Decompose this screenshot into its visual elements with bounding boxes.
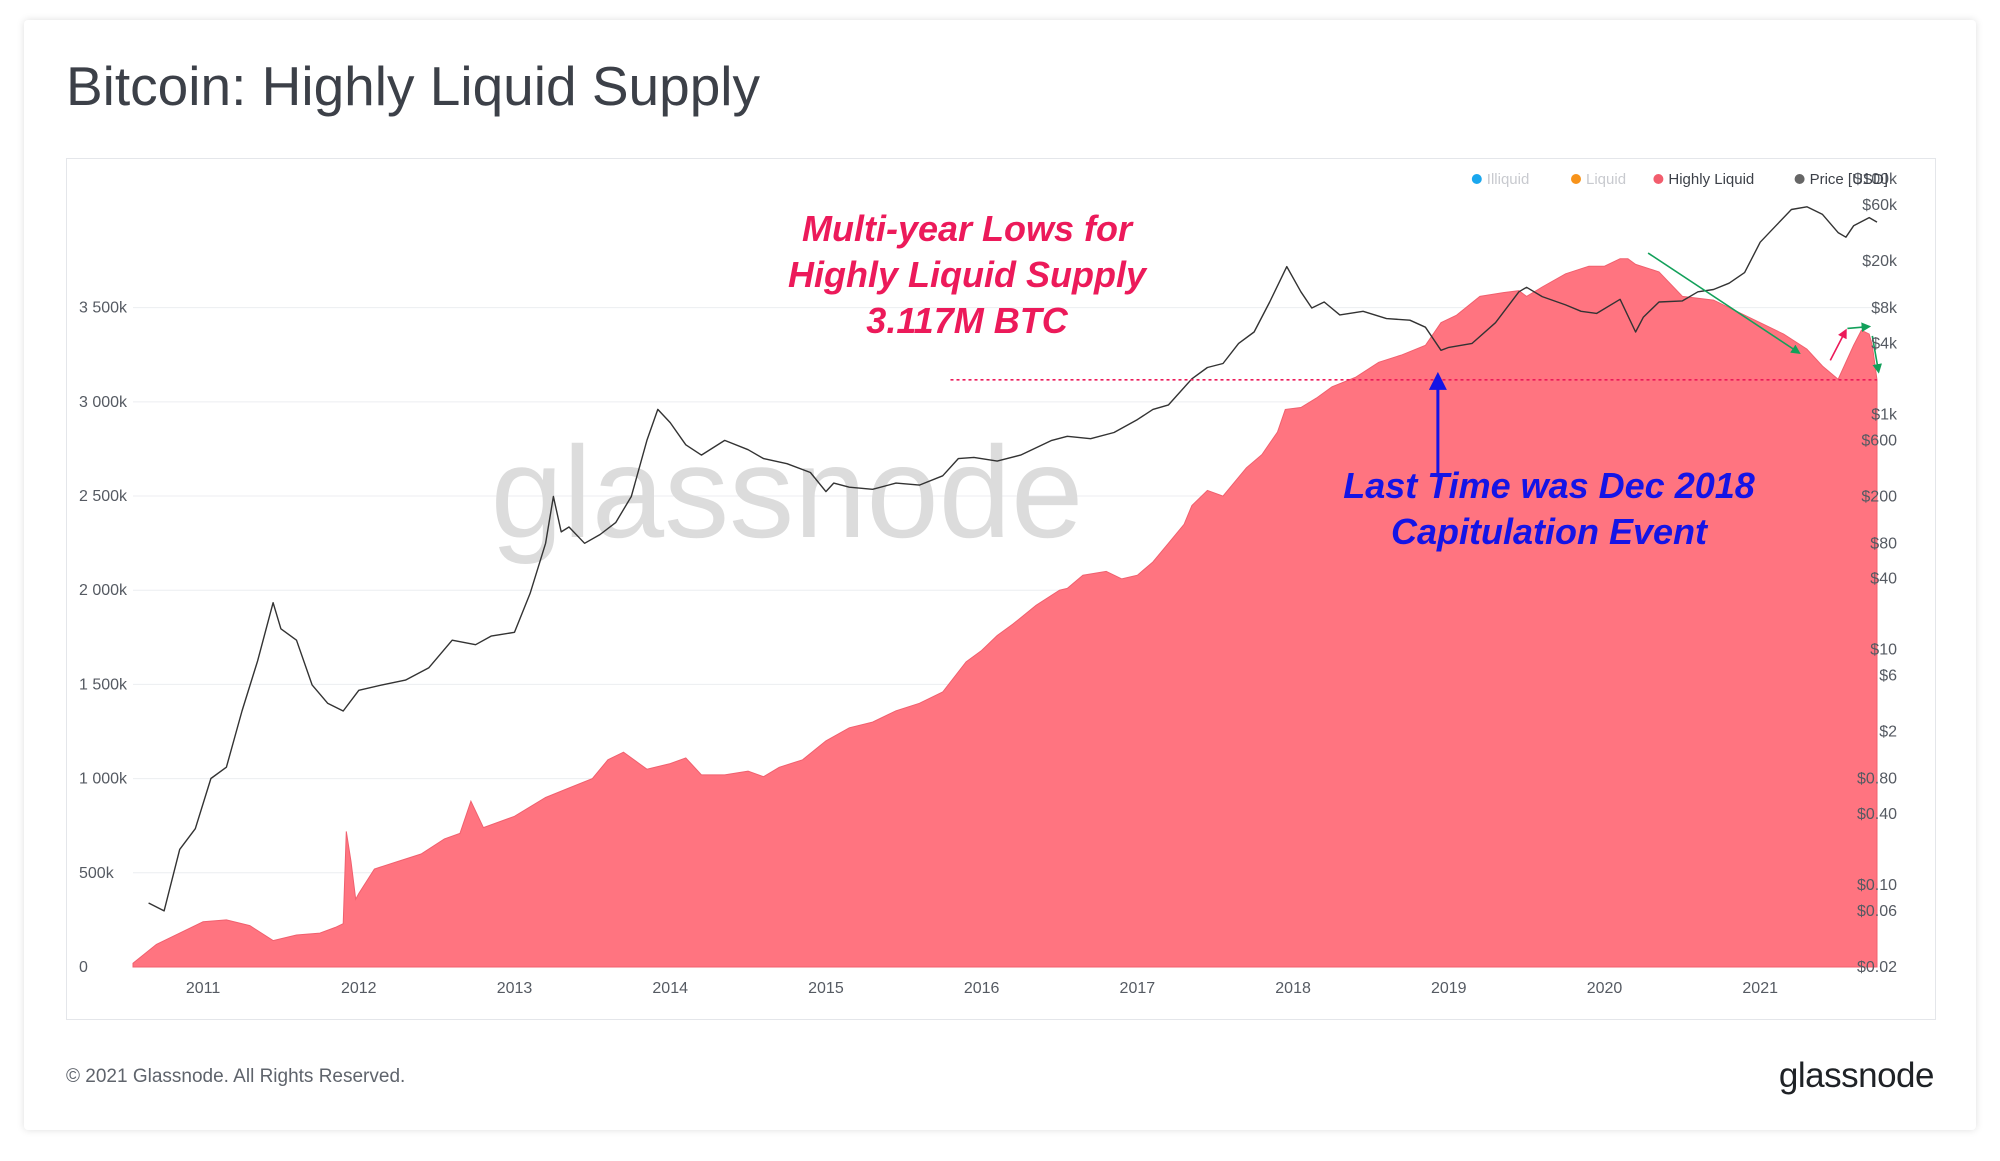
annotation-multi-year-lows: Multi-year Lows for Highly Liquid Supply 3… xyxy=(788,208,1148,341)
y-left-tick-label: 2 000k xyxy=(79,582,128,599)
page-title: Bitcoin: Highly Liquid Supply xyxy=(66,55,760,117)
pink-arrow-rebound xyxy=(1829,328,1847,361)
y-right-tick-label: $0.06 xyxy=(1857,903,1897,920)
green-arrow-downtrend xyxy=(1647,252,1801,354)
annotation-red-line: 3.117M BTC xyxy=(866,300,1068,341)
chart-card: Bitcoin: Highly Liquid Supply glassnode … xyxy=(24,20,1976,1130)
brand-logo: glassnode xyxy=(1778,1056,1935,1095)
y-left-tick-label: 500k xyxy=(79,865,115,882)
x-axis-ticks: 2011 2012 2013 2014 2015 2016 2017 2018 2019 2020… xyxy=(186,980,1778,997)
y-right-tick-label: $2 xyxy=(1879,724,1897,741)
y-right-tick-label: $40 xyxy=(1870,571,1897,588)
annotation-blue-line: Capitulation Event xyxy=(1391,511,1709,552)
legend-item-dot xyxy=(1653,174,1664,184)
legend-item-label: Highly Liquid xyxy=(1668,171,1754,188)
x-tick-label: 2017 xyxy=(1120,980,1156,997)
y-left-tick-label: 0 xyxy=(79,959,88,976)
legend-item-label: Price [USD] xyxy=(1810,171,1888,188)
annotation-arrows xyxy=(1428,252,1882,478)
x-tick-label: 2014 xyxy=(652,980,688,997)
price-line-path xyxy=(148,206,1878,912)
annotation-dec-2018: Last Time was Dec 2018 Capitulation Event xyxy=(1343,465,1755,552)
green-arrow-flat xyxy=(1847,322,1872,332)
x-tick-label: 2012 xyxy=(341,980,377,997)
y-right-tick-label: $80 xyxy=(1870,535,1897,552)
y-right-tick-label: $600 xyxy=(1861,432,1897,449)
legend: Price [USD] Highly Liquid Liquid Illiquid xyxy=(1471,171,1888,188)
y-right-tick-label: $100k xyxy=(1853,171,1898,188)
x-tick-label: 2021 xyxy=(1742,980,1778,997)
legend-item-dot xyxy=(1571,174,1581,184)
y-left-axis-ticks: 0 500k 1 000k 1 500k 2 000k 2 500k 3 000k 3 500… xyxy=(79,300,128,976)
green-arrow-drop xyxy=(1871,335,1882,374)
y-right-tick-label: $0.40 xyxy=(1857,806,1897,823)
copyright-footer: © 2021 Glassnode. All Rights Reserved. xyxy=(66,1066,406,1087)
annotation-blue-line: Last Time was Dec 2018 xyxy=(1343,465,1755,506)
y-left-tick-label: 2 500k xyxy=(79,488,128,505)
y-right-axis-ticks: $0.02 $0.06 $0.10 $0.40 $0.80 $2 $6 $10 $40 $80 $2… xyxy=(1853,171,1898,976)
chart-svg: glassnode 2011 2012 2013 2014 2015 2016 2017 20… xyxy=(79,171,1898,997)
y-right-tick-label: $8k xyxy=(1871,300,1898,317)
x-tick-label: 2011 xyxy=(186,980,221,997)
y-right-tick-label: $6 xyxy=(1879,668,1897,685)
y-left-tick-label: 3 500k xyxy=(79,300,128,317)
y-right-tick-label: $20k xyxy=(1862,253,1898,270)
highly-liquid-area-path xyxy=(132,258,1878,968)
y-right-tick-label: $0.02 xyxy=(1857,959,1897,976)
y-left-tick-label: 1 000k xyxy=(79,771,128,788)
y-left-tick-label: 1 500k xyxy=(79,676,128,693)
legend-item-dot xyxy=(1794,174,1805,184)
legend-item-label: Illiquid xyxy=(1487,171,1530,188)
chart-panel: glassnode 2011 2012 2013 2014 2015 2016 2017 20… xyxy=(66,158,1936,1020)
annotation-red-line: Highly Liquid Supply xyxy=(788,254,1148,295)
highly-liquid-area xyxy=(132,258,1878,968)
x-tick-label: 2015 xyxy=(808,980,844,997)
x-tick-label: 2019 xyxy=(1431,980,1467,997)
legend-item-dot xyxy=(1471,174,1482,184)
y-left-tick-label: 3 000k xyxy=(79,394,128,411)
y-right-tick-label: $200 xyxy=(1861,488,1897,505)
y-right-tick-label: $1k xyxy=(1871,406,1898,423)
x-tick-label: 2013 xyxy=(497,980,533,997)
x-tick-label: 2018 xyxy=(1275,980,1311,997)
annotation-red-line: Multi-year Lows for xyxy=(802,208,1134,249)
y-right-tick-label: $0.80 xyxy=(1857,771,1897,788)
y-right-tick-label: $4k xyxy=(1871,335,1898,352)
watermark: glassnode xyxy=(491,419,1084,565)
y-right-tick-label: $10 xyxy=(1870,642,1897,659)
y-right-tick-label: $0.10 xyxy=(1857,877,1897,894)
legend-item-label: Liquid xyxy=(1586,171,1626,188)
x-tick-label: 2020 xyxy=(1587,980,1623,997)
y-right-tick-label: $60k xyxy=(1862,197,1898,214)
x-tick-label: 2016 xyxy=(964,980,1000,997)
price-line xyxy=(148,206,1878,912)
